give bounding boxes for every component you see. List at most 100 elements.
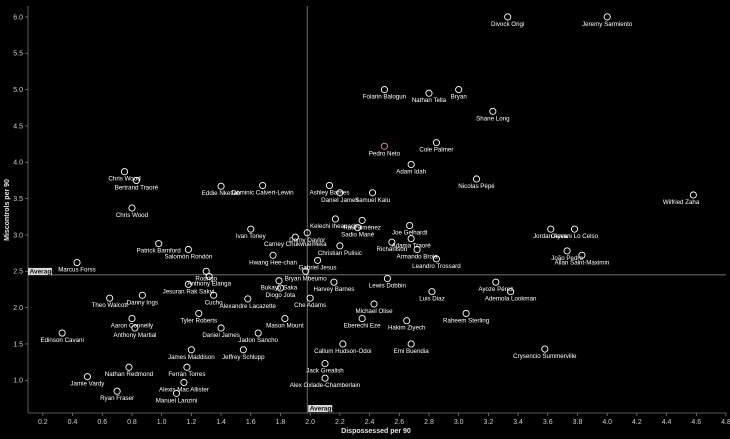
point-label: Kelechi Iheanacho	[310, 223, 361, 230]
data-point	[73, 259, 81, 267]
data-point	[547, 225, 555, 233]
point-label: Ivan Toney	[236, 233, 267, 240]
point-label: Shane Long	[476, 115, 510, 122]
x-axis-title: Dispossessed per 90	[341, 428, 411, 435]
data-point	[131, 324, 139, 332]
y-tick-label: 5.0	[13, 87, 23, 94]
data-point	[217, 182, 225, 190]
data-point	[403, 317, 411, 325]
point-label: Ayoze Pérez	[478, 286, 513, 293]
point-label: Theo Walcott	[92, 302, 129, 309]
x-tick-label: 2.4	[365, 419, 375, 426]
point-label: Adam Idah	[396, 168, 426, 175]
point-label: Eberechi Eze	[344, 323, 381, 330]
data-point	[432, 255, 440, 263]
data-point	[368, 189, 377, 197]
data-point	[407, 235, 415, 243]
data-point	[306, 294, 314, 302]
point-label: Carney Chukwuemeka	[264, 241, 327, 248]
data-point	[358, 314, 366, 323]
point-label: Armando Broja	[396, 253, 438, 260]
data-point	[180, 378, 188, 387]
point-label: Bryan	[451, 94, 468, 101]
x-tick-label: 1.6	[246, 419, 256, 426]
x-tick-label: 4.4	[662, 419, 672, 426]
point-label: Aaron Connelly	[111, 323, 154, 330]
data-point	[432, 139, 440, 147]
point-label: Manuel Lanzini	[156, 397, 198, 404]
point-label: Edinson Cavani	[40, 337, 83, 344]
point-label: Callum Hudson-Odoi	[314, 348, 371, 355]
point-label: Diogo Jota	[266, 292, 296, 299]
data-point	[570, 225, 579, 233]
x-tick-label: 4.6	[691, 419, 701, 426]
x-tick-label: 1.2	[186, 419, 196, 426]
x-tick-label: 1.0	[157, 419, 167, 426]
data-point	[128, 204, 136, 212]
data-point	[303, 229, 311, 237]
data-point	[113, 387, 121, 395]
data-point	[321, 360, 329, 368]
data-point	[138, 291, 146, 299]
x-tick-label: 0.8	[127, 419, 137, 426]
data-point	[128, 314, 136, 323]
point-label: Eddie Nketiah	[202, 190, 241, 197]
x-axis-ticks: 0.2 0.4 0.6 0.8 1.0 1.2 1.4 1.6 1.8 2.0 2.2 2.4 2.6 2…	[38, 413, 730, 426]
data-point	[413, 245, 421, 254]
data-point	[321, 374, 329, 382]
point-label: Luis Diaz	[419, 296, 444, 303]
x-tick-label: 0.4	[68, 419, 78, 426]
point-labels: Divock Origi Jeremy Sarmiento Folarin Balo…	[40, 21, 699, 404]
point-label: Rodrigo	[195, 275, 217, 282]
point-label: Jack Grealish	[306, 368, 344, 375]
data-point	[472, 175, 481, 183]
data-point	[205, 272, 213, 280]
point-label: Samuel Kalu	[355, 197, 391, 204]
data-point	[202, 267, 210, 275]
point-label: Giovani Lo Celso	[551, 233, 599, 240]
data-point	[83, 373, 91, 381]
point-label: Wilfried Zaha	[663, 199, 700, 206]
point-label: Divock Origi	[491, 21, 524, 28]
point-label: Folarin Balogun	[363, 94, 407, 101]
point-label: Chris Wood	[108, 176, 141, 183]
point-label: Michael Olise	[355, 308, 393, 315]
point-label: Ferrán Torres	[168, 371, 205, 378]
data-point	[106, 294, 114, 302]
y-axis-title: Miscontrols per 90	[4, 179, 11, 241]
data-point	[247, 225, 255, 233]
data-point	[183, 363, 191, 371]
data-point	[330, 278, 338, 286]
data-point	[492, 278, 500, 286]
point-label: Hakim Ziyech	[388, 325, 426, 332]
data-point	[269, 251, 277, 259]
data-point	[462, 309, 470, 317]
data-point	[58, 329, 66, 337]
data-point	[254, 329, 262, 337]
point-label: Daniel James	[202, 332, 240, 339]
point-label: Jadon Sancho	[238, 337, 278, 344]
data-point	[291, 233, 299, 241]
data-point	[314, 256, 322, 264]
data-point	[217, 324, 225, 332]
data-point	[425, 89, 433, 97]
point-label: Jamie Vardy	[70, 381, 105, 388]
point-label: Alex Oxlade-Chamberlain	[290, 382, 361, 389]
data-point	[184, 280, 192, 288]
point-label: Alexis Mac Allister	[159, 386, 209, 393]
point-label: Dominic Calvert-Lewin	[232, 190, 294, 197]
data-point	[125, 363, 133, 371]
average-label-box-y	[28, 267, 52, 275]
x-tick-label: 4.8	[721, 419, 730, 426]
point-label: Sadio Mané	[341, 232, 375, 239]
data-point	[336, 242, 344, 250]
y-tick-label: 5.5	[13, 51, 23, 58]
point-label: João Pedro	[551, 255, 583, 262]
data-point	[155, 240, 163, 248]
point-label: Jordan Ayew	[533, 233, 569, 240]
y-tick-label: 6.0	[13, 14, 23, 21]
data-point	[455, 86, 463, 94]
data-points	[58, 13, 697, 397]
data-point	[195, 309, 203, 317]
